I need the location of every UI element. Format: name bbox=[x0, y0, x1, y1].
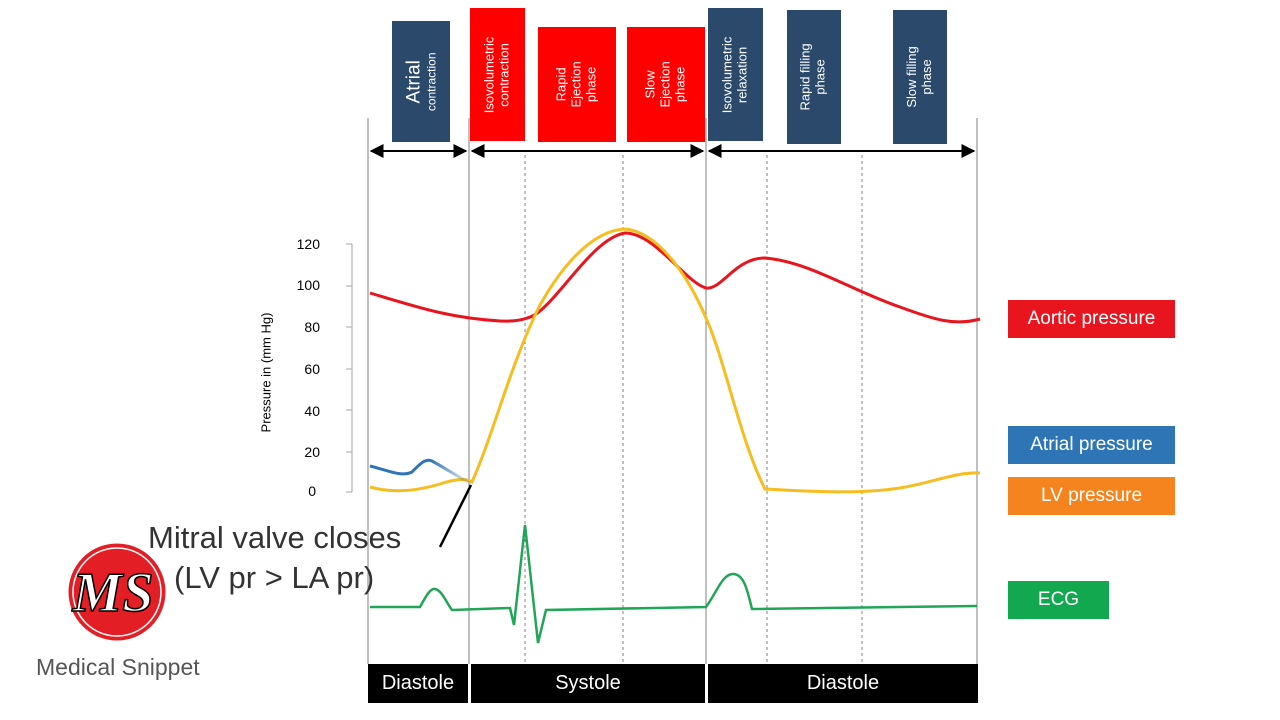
bottom-bar-diastole-2: Diastole bbox=[708, 664, 978, 703]
y-ticks bbox=[346, 243, 352, 493]
legend-lv-pressure: LV pressure bbox=[1008, 477, 1175, 515]
phase-rapid-ejection: Rapid Ejection phase bbox=[538, 27, 616, 142]
y-tick-label: 100 bbox=[296, 277, 320, 293]
lv-pressure-curve bbox=[369, 227, 981, 494]
y-tick-label: 60 bbox=[304, 361, 320, 377]
y-axis-label: Pressure in (mm Hg) bbox=[258, 312, 274, 433]
phase-atrial-contraction: Atrial contraction bbox=[392, 21, 450, 142]
phase-isovolumetric-relaxation: Isovolumetric relaxation bbox=[708, 8, 763, 141]
annotation-subtitle: (LV pr > LA pr) bbox=[174, 560, 375, 595]
y-tick-label: 0 bbox=[308, 483, 316, 499]
y-tick-label: 80 bbox=[304, 319, 320, 335]
brand-logo: MS bbox=[65, 540, 169, 644]
bottom-bar-systole: Systole bbox=[471, 664, 705, 703]
phase-slow-filling: Slow filling phase bbox=[893, 10, 947, 144]
bottom-bar-diastole-1: Diastole bbox=[368, 664, 468, 703]
y-tick-label: 20 bbox=[304, 444, 320, 460]
y-tick-label: 40 bbox=[304, 403, 320, 419]
phase-isovolumetric-contraction: Isovolumetric contraction bbox=[470, 8, 525, 141]
aortic-pressure-curve bbox=[369, 231, 981, 324]
legend-atrial-pressure: Atrial pressure bbox=[1008, 426, 1175, 464]
annotation-pointer bbox=[438, 484, 473, 548]
ecg-trace bbox=[370, 524, 978, 644]
brand-name: Medical Snippet bbox=[36, 654, 200, 680]
brand-logo-initials: MS bbox=[72, 562, 154, 624]
y-tick-label: 120 bbox=[296, 236, 320, 252]
legend-aortic-pressure: Aortic pressure bbox=[1008, 300, 1175, 338]
annotation-title: Mitral valve closes bbox=[148, 520, 402, 555]
brand-logo-circle bbox=[65, 540, 169, 644]
phase-rapid-filling: Rapid filling phase bbox=[787, 10, 841, 144]
legend-ecg: ECG bbox=[1008, 581, 1109, 619]
atrial-pressure-curve bbox=[369, 458, 473, 486]
brand-logo-inner-ring bbox=[72, 547, 162, 637]
phase-slow-ejection: Slow Ejection phase bbox=[627, 27, 705, 142]
